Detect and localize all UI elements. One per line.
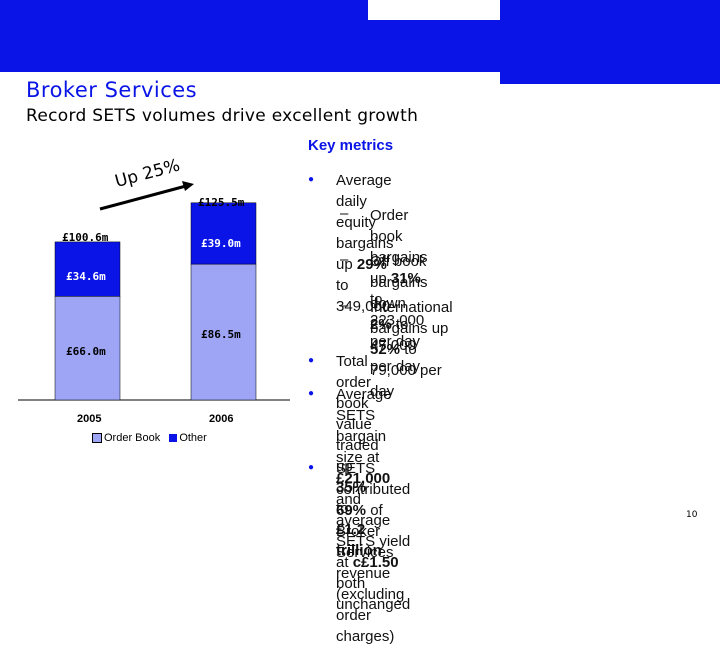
orderbook-label-2006: £86.5m [201, 328, 241, 341]
other-label-2006: £39.0m [201, 237, 241, 250]
legend-label-other: Other [179, 432, 207, 444]
chart-legend: Order Book Other [92, 432, 213, 444]
legend-label-order-book: Order Book [104, 432, 161, 444]
growth-arrow-line [99, 184, 187, 211]
x-tick-2006: 2006 [209, 413, 234, 425]
other-label-2005: £34.6m [66, 270, 106, 283]
bar-order-book-2006 [190, 263, 257, 401]
bullet-icon: ● [308, 462, 315, 473]
legend-swatch-order-book [92, 433, 102, 444]
total-label-2006: £125.5m [198, 196, 245, 209]
dash-icon: – [340, 297, 349, 314]
growth-arrow-head-icon [182, 181, 194, 191]
x-tick-2005: 2005 [77, 413, 102, 425]
total-label-2005: £100.6m [62, 231, 109, 244]
page-number: 10 [686, 510, 698, 520]
bullet-icon: ● [308, 355, 315, 366]
revenue-chart [0, 155, 300, 455]
bar-order-book-2005 [54, 296, 121, 401]
dash-icon: – [340, 205, 349, 222]
key-metrics-heading: Key metrics [308, 137, 394, 154]
orderbook-label-2005: £66.0m [66, 345, 106, 358]
revenue-chart-svg [18, 181, 290, 401]
page-subtitle: Record SETS volumes drive excellent grow… [26, 106, 419, 126]
metric-text: International bargains up 52% to 79,000 p… [370, 299, 453, 400]
metric-text: Off book bargains down 2% to 47,000 per d… [370, 253, 428, 375]
bullet-icon: ● [308, 174, 315, 185]
bar-other-2005 [54, 241, 121, 297]
bar-other-2006 [190, 202, 257, 265]
legend-swatch-other [169, 434, 178, 443]
metric-text: Average daily equity bargains up 29% to … [336, 172, 394, 315]
header-banner-right [500, 0, 720, 84]
page-title: Broker Services [26, 78, 198, 102]
dash-icon: – [340, 251, 349, 268]
bullet-icon: ● [308, 388, 315, 399]
header-banner-notch [368, 0, 500, 20]
metric-text: SETS contributed 69% of Broker Services r… [336, 460, 411, 645]
metric-text: Order book bargains up 31% to 223,000 per… [370, 207, 428, 350]
